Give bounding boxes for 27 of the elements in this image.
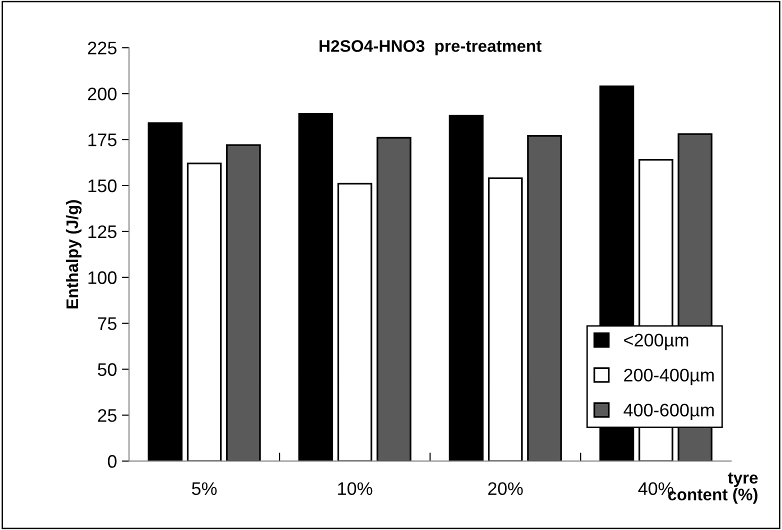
y-tick-label: 25 <box>98 409 116 422</box>
y-tick-label: 0 <box>108 455 117 468</box>
y-tick-label: 100 <box>88 271 117 284</box>
legend-label: 200-400µm <box>624 368 714 386</box>
x-tick-label: 5% <box>192 482 217 496</box>
x-tick-label: 10% <box>338 482 372 496</box>
y-tick-label: 225 <box>88 42 116 54</box>
bar <box>226 144 261 462</box>
legend-label: <200µm <box>624 334 688 350</box>
y-tick-label: 75 <box>98 317 116 330</box>
bar <box>448 114 484 462</box>
bar <box>337 182 372 462</box>
y-tick-label: 150 <box>88 179 117 192</box>
bar <box>298 113 334 462</box>
y-tick-label: 200 <box>88 88 117 100</box>
x-tick-label: 20% <box>488 482 523 496</box>
chart-title: H2SO4-HNO3 pre-treatment <box>320 40 542 56</box>
y-axis-title: Enthalpy (J/g) <box>66 200 82 308</box>
bar <box>186 162 222 462</box>
y-tick-label: 175 <box>88 134 116 146</box>
bar <box>527 135 562 462</box>
y-tick-label: 125 <box>88 225 116 238</box>
bar <box>376 136 412 462</box>
y-tick-label: 50 <box>98 363 117 376</box>
bar <box>148 122 183 462</box>
legend-label: 400-600µm <box>624 404 714 420</box>
bar <box>488 177 523 462</box>
